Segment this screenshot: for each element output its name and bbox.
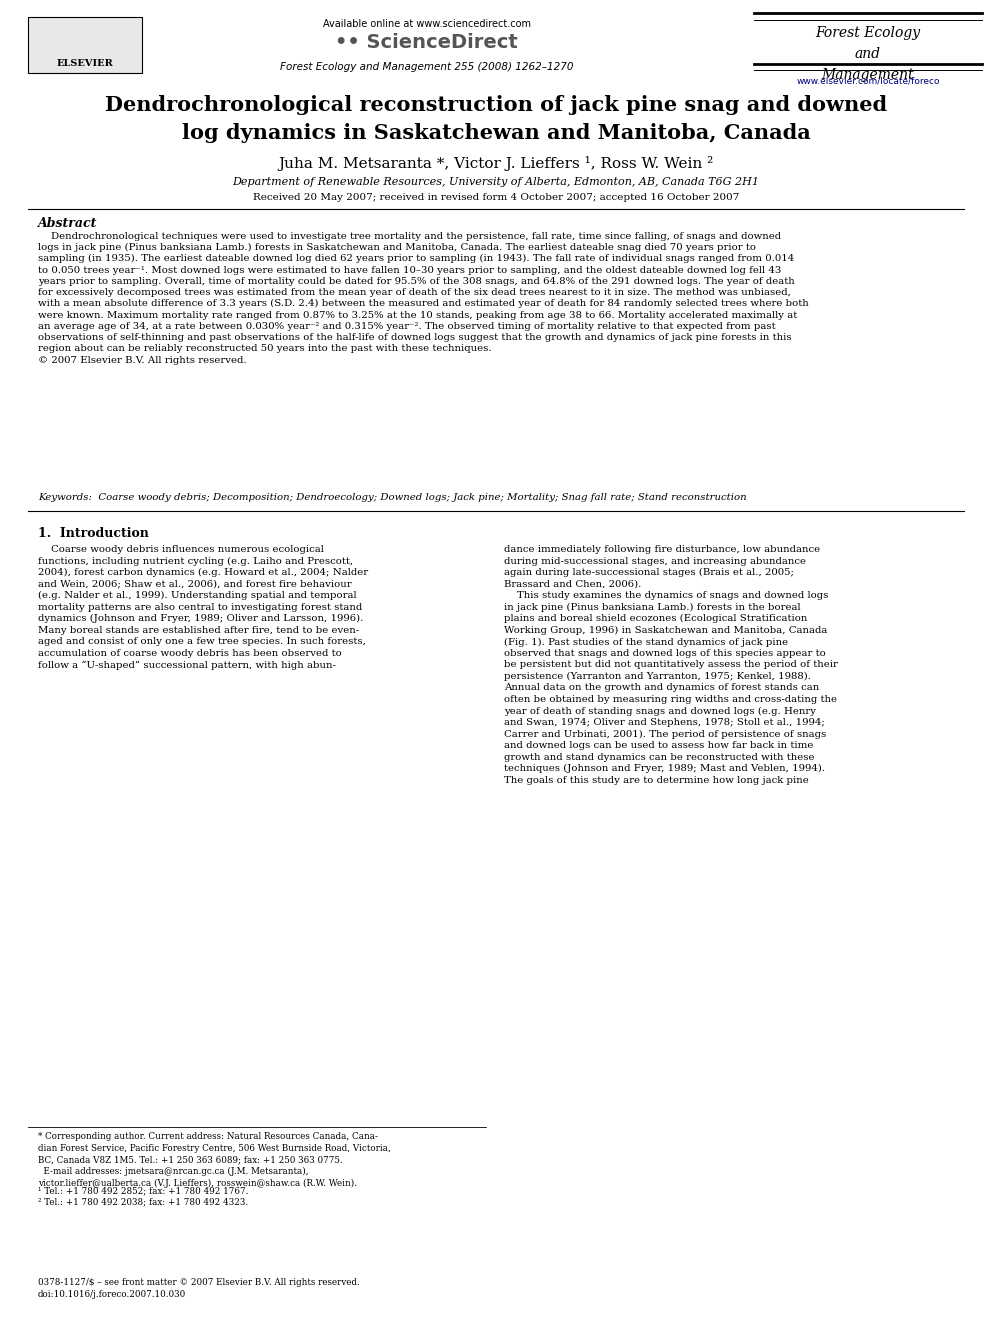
Text: Juha M. Metsaranta *, Victor J. Lieffers ¹, Ross W. Wein ²: Juha M. Metsaranta *, Victor J. Lieffers… (279, 156, 713, 171)
Text: dance immediately following fire disturbance, low abundance
during mid-successio: dance immediately following fire disturb… (504, 545, 838, 785)
Text: Abstract: Abstract (38, 217, 97, 230)
Text: Keywords:  Coarse woody debris; Decomposition; Dendroecology; Downed logs; Jack : Keywords: Coarse woody debris; Decomposi… (38, 493, 746, 503)
Text: * Corresponding author. Current address: Natural Resources Canada, Cana-
dian Fo: * Corresponding author. Current address:… (38, 1132, 391, 1164)
Text: Dendrochronological techniques were used to investigate tree mortality and the p: Dendrochronological techniques were used… (38, 232, 808, 365)
Text: Dendrochronological reconstruction of jack pine snag and downed
log dynamics in : Dendrochronological reconstruction of ja… (105, 95, 887, 143)
Text: •• ScienceDirect: •• ScienceDirect (335, 33, 518, 52)
Text: Available online at www.sciencedirect.com: Available online at www.sciencedirect.co… (322, 19, 531, 29)
Text: Received 20 May 2007; received in revised form 4 October 2007; accepted 16 Octob: Received 20 May 2007; received in revise… (253, 193, 739, 202)
Text: ¹ Tel.: +1 780 492 2852; fax: +1 780 492 1767.: ¹ Tel.: +1 780 492 2852; fax: +1 780 492… (38, 1187, 248, 1196)
Text: E-mail addresses: jmetsara@nrcan.gc.ca (J.M. Metsaranta),
victor.lieffer@ualbert: E-mail addresses: jmetsara@nrcan.gc.ca (… (38, 1167, 357, 1188)
Text: www.elsevier.com/locate/foreco: www.elsevier.com/locate/foreco (797, 77, 939, 86)
Text: Forest Ecology and Management 255 (2008) 1262–1270: Forest Ecology and Management 255 (2008)… (280, 62, 573, 73)
Bar (28, 17, 142, 73)
Text: ELSEVIER: ELSEVIER (57, 60, 114, 67)
Text: ² Tel.: +1 780 492 2038; fax: +1 780 492 4323.: ² Tel.: +1 780 492 2038; fax: +1 780 492… (38, 1197, 248, 1207)
Text: Forest Ecology
and
Management: Forest Ecology and Management (815, 26, 921, 82)
Text: Coarse woody debris influences numerous ecological
functions, including nutrient: Coarse woody debris influences numerous … (38, 545, 368, 669)
Text: Department of Renewable Resources, University of Alberta, Edmonton, AB, Canada T: Department of Renewable Resources, Unive… (232, 177, 760, 188)
Text: 1.  Introduction: 1. Introduction (38, 527, 149, 540)
Text: 0378-1127/$ – see front matter © 2007 Elsevier B.V. All rights reserved.
doi:10.: 0378-1127/$ – see front matter © 2007 El… (38, 1278, 359, 1299)
